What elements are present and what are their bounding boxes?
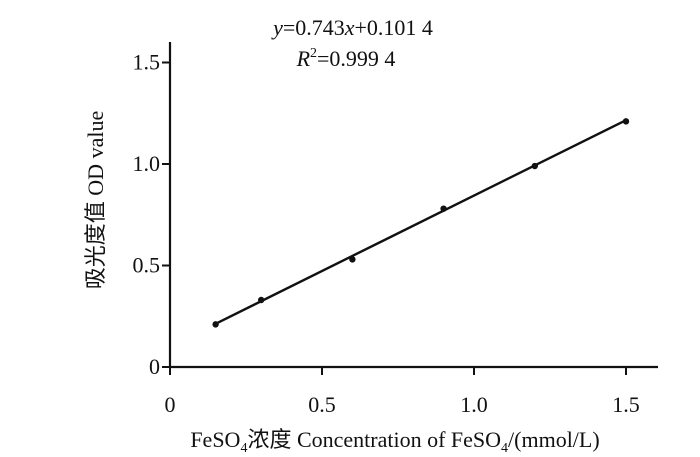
eq-y-var: y	[271, 15, 283, 40]
tick-labels: 0 0.5 1.0 1.5 0 0.5 1.0 1.5	[133, 50, 640, 418]
data-point	[258, 296, 265, 304]
data-points	[212, 118, 630, 328]
equation-line-1: y=0.743x+0.101 4	[271, 15, 433, 40]
eq-r-sup: 2	[310, 46, 317, 61]
x-tick-label: 0	[165, 392, 176, 417]
x-axis-title: FeSO4浓度 Concentration of FeSO4/(mmol/L)	[190, 427, 599, 456]
y-tick-label: 0.5	[133, 253, 161, 278]
y-tick-label: 0	[149, 354, 160, 379]
data-point	[622, 118, 630, 125]
xlabel-sub-2: 4	[501, 441, 508, 456]
axes	[168, 42, 658, 369]
y-axis-title: 吸光度值 OD value	[83, 111, 108, 289]
x-tick-label: 0.5	[308, 392, 336, 417]
xlabel-part-3: /(mmol/L)	[508, 427, 600, 452]
data-point	[349, 256, 356, 263]
y-tick-label: 1.0	[133, 151, 161, 176]
data-point	[440, 205, 447, 212]
eq-x-var: x	[344, 15, 355, 40]
fit-line-group	[215, 119, 627, 325]
fit-line	[215, 119, 627, 325]
xlabel-part-1: FeSO	[190, 427, 240, 452]
equation-line-2: R2=0.999 4	[296, 46, 396, 71]
xlabel-part-2: 浓度 Concentration of FeSO	[247, 427, 501, 452]
ticks	[162, 61, 627, 375]
x-tick-label: 1.5	[612, 392, 640, 417]
eq-r-value: =0.999 4	[317, 46, 395, 71]
xlabel-sub-1: 4	[240, 441, 247, 456]
data-point	[212, 321, 219, 328]
x-tick-label: 1.0	[460, 392, 488, 417]
eq-r-var: R	[296, 46, 311, 71]
eq-part-a: =0.743	[283, 15, 345, 40]
y-tick-label: 1.5	[133, 50, 161, 75]
data-point	[531, 162, 538, 170]
eq-part-b: +0.101 4	[355, 15, 433, 40]
